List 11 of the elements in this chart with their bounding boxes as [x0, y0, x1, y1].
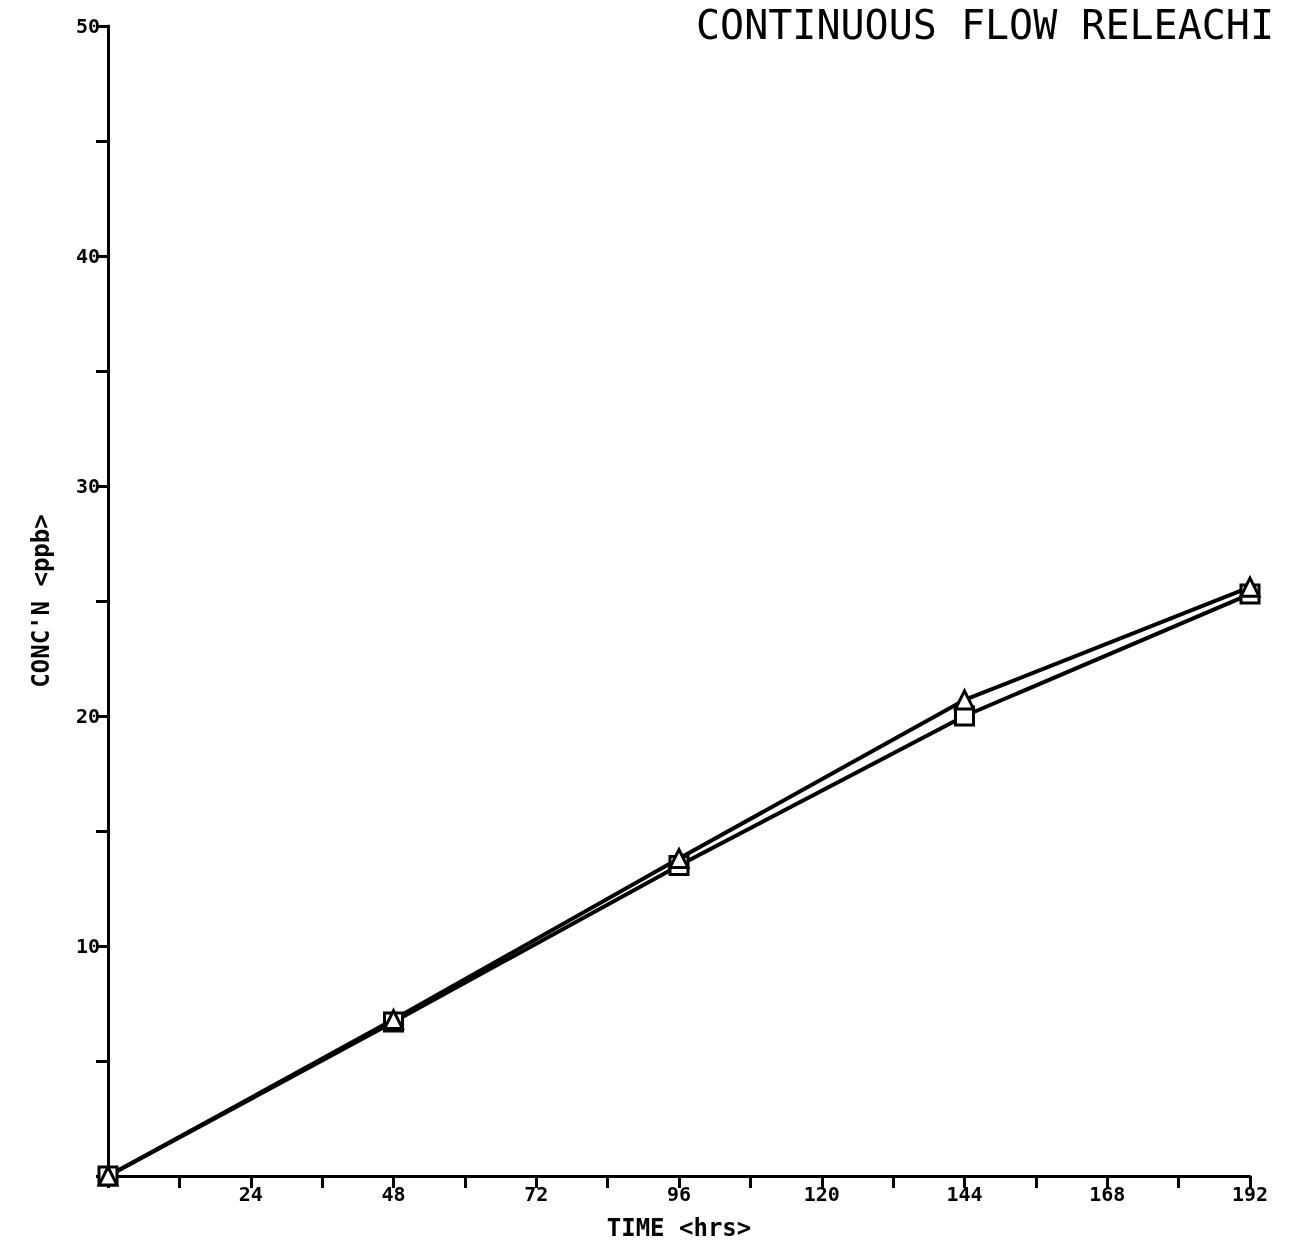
x-tick-label: 192: [1231, 1182, 1269, 1206]
x-tick-label: 144: [946, 1182, 983, 1206]
x-axis-title: TIME <hrs>: [606, 1214, 752, 1242]
x-tick-label: 96: [666, 1182, 692, 1206]
x-tick-label: 24: [238, 1182, 263, 1206]
x-tick-label: 120: [803, 1182, 840, 1206]
y-axis-title: CONC'N <ppb>: [27, 514, 55, 688]
x-tick-label: 168: [1089, 1182, 1126, 1206]
x-tick-label: 72: [524, 1182, 549, 1206]
chart-title: CONTINUOUS FLOW RELEACHI: [696, 2, 1274, 48]
x-tick-label: 48: [381, 1182, 406, 1206]
